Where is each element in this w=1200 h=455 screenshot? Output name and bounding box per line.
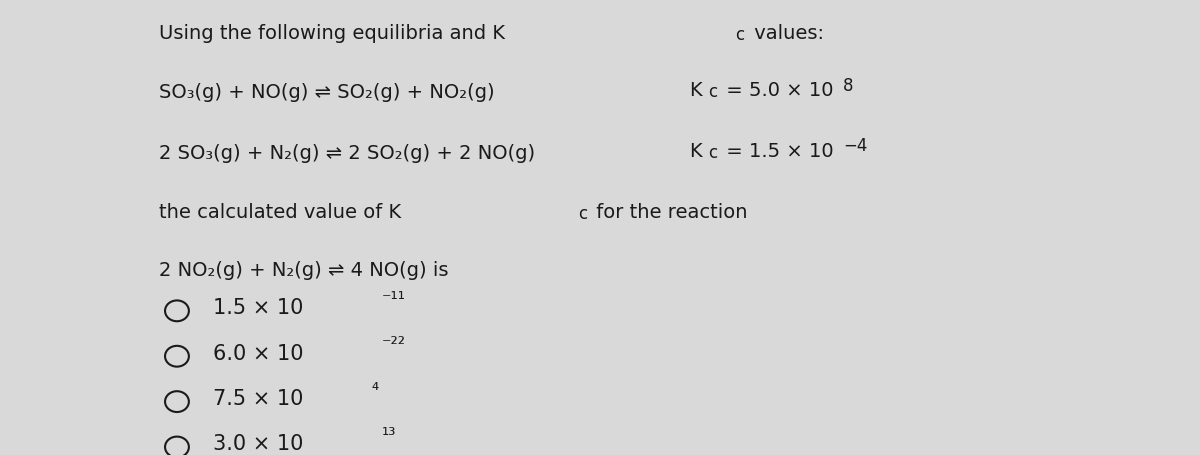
Text: −4: −4 xyxy=(844,137,868,155)
Text: c: c xyxy=(578,206,588,223)
Text: 1.5 × 10: 1.5 × 10 xyxy=(212,298,304,318)
Text: 7.5 × 10: 7.5 × 10 xyxy=(212,389,304,409)
Text: c: c xyxy=(708,144,718,162)
Text: = 5.0 × 10: = 5.0 × 10 xyxy=(720,81,834,100)
Text: c: c xyxy=(734,26,744,44)
Text: 6.0 × 10: 6.0 × 10 xyxy=(212,344,304,364)
Text: K: K xyxy=(689,142,702,162)
Text: values:: values: xyxy=(748,24,823,43)
Text: ⁻²²: ⁻²² xyxy=(382,337,406,354)
Text: Using the following equilibria and K: Using the following equilibria and K xyxy=(160,24,505,43)
Text: for the reaction: for the reaction xyxy=(590,203,748,222)
Text: ⁴: ⁴ xyxy=(371,382,378,400)
Text: ⁻¹¹: ⁻¹¹ xyxy=(382,291,406,309)
Text: SO₃(g) + NO(g) ⇌ SO₂(g) + NO₂(g): SO₃(g) + NO(g) ⇌ SO₂(g) + NO₂(g) xyxy=(160,83,494,102)
Text: the calculated value of K: the calculated value of K xyxy=(160,203,401,222)
Text: c: c xyxy=(708,83,718,101)
Text: 3.0 × 10: 3.0 × 10 xyxy=(212,435,304,455)
Text: 2 NO₂(g) + N₂(g) ⇌ 4 NO(g) is: 2 NO₂(g) + N₂(g) ⇌ 4 NO(g) is xyxy=(160,261,449,280)
Text: 8: 8 xyxy=(844,77,853,95)
Text: ¹³: ¹³ xyxy=(382,427,396,445)
Text: K: K xyxy=(689,81,702,100)
Text: = 1.5 × 10: = 1.5 × 10 xyxy=(720,142,834,162)
Text: 2 SO₃(g) + N₂(g) ⇌ 2 SO₂(g) + 2 NO(g): 2 SO₃(g) + N₂(g) ⇌ 2 SO₂(g) + 2 NO(g) xyxy=(160,144,535,163)
